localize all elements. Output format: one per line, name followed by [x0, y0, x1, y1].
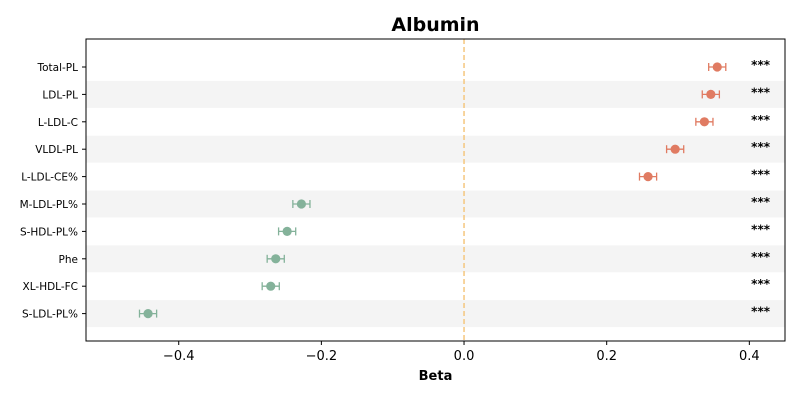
significance-label: *** — [751, 305, 771, 319]
x-tick-label: 0.0 — [454, 349, 475, 364]
data-points — [143, 62, 722, 319]
x-axis-label: Beta — [419, 369, 453, 384]
category-label: S-LDL-PL% — [22, 309, 78, 321]
data-point — [296, 199, 307, 209]
category-label: S-HDL-PL% — [20, 226, 78, 238]
category-label: VLDL-PL — [35, 144, 78, 156]
data-point — [266, 281, 276, 291]
category-label: Phe — [59, 254, 78, 266]
category-label: Total-PL — [37, 62, 79, 74]
significance-labels: *** *** *** *** *** *** *** *** *** *** — [751, 58, 771, 319]
data-point — [699, 117, 710, 127]
category-label: LDL-PL — [42, 89, 78, 101]
row-band — [86, 245, 785, 273]
x-axis-ticks: −0.4 −0.2 0.0 0.2 0.4 — [163, 341, 760, 364]
data-point — [643, 172, 653, 182]
data-point — [271, 254, 281, 264]
significance-label: *** — [751, 140, 771, 154]
category-labels: Total-PL LDL-PL L-LDL-C VLDL-PL L-LDL-CE% M-L… — [20, 62, 86, 321]
x-tick-label: 0.2 — [596, 349, 617, 364]
data-point — [282, 226, 292, 236]
category-label: M-LDL-PL% — [20, 199, 78, 211]
significance-label: *** — [751, 85, 771, 99]
data-point — [712, 62, 722, 72]
significance-label: *** — [751, 58, 771, 72]
plot-frame — [85, 38, 786, 342]
significance-label: *** — [751, 168, 771, 182]
data-point — [670, 144, 680, 154]
data-point — [143, 309, 153, 319]
row-band — [86, 300, 785, 328]
x-tick-label: −0.4 — [163, 349, 195, 364]
significance-label: *** — [751, 222, 771, 236]
significance-label: *** — [751, 277, 771, 291]
significance-label: *** — [751, 250, 771, 264]
significance-label: *** — [751, 195, 771, 209]
x-tick-label: 0.4 — [739, 349, 760, 364]
significance-label: *** — [751, 113, 771, 127]
row-bands — [86, 80, 785, 328]
category-label: L-LDL-CE% — [21, 172, 78, 184]
x-tick-label: −0.2 — [306, 349, 338, 364]
chart-title: Albumin — [391, 14, 479, 36]
row-band — [86, 190, 785, 218]
category-label: XL-HDL-FC — [23, 281, 78, 293]
data-point — [706, 89, 716, 99]
category-label: L-LDL-C — [38, 117, 78, 129]
row-band — [86, 80, 785, 108]
